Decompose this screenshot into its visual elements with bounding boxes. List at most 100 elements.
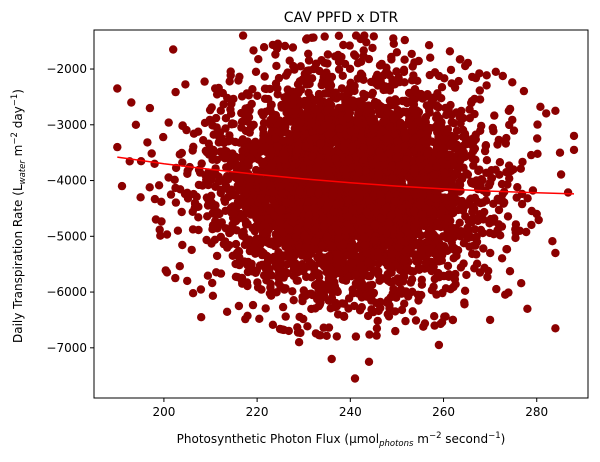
scatter-point	[226, 136, 235, 145]
scatter-point	[201, 171, 210, 180]
scatter-point	[304, 56, 314, 65]
scatter-point	[418, 210, 427, 219]
scatter-point	[365, 330, 374, 339]
scatter-point	[171, 273, 180, 283]
scatter-point	[233, 197, 243, 206]
scatter-point	[448, 199, 457, 208]
scatter-point	[322, 232, 332, 242]
scatter-point	[404, 97, 413, 106]
scatter-point	[267, 147, 276, 156]
scatter-point	[259, 118, 269, 128]
scatter-point	[447, 191, 456, 200]
scatter-point	[175, 150, 184, 159]
scatter-point	[505, 267, 515, 276]
scatter-point	[348, 259, 357, 268]
scatter-point	[319, 221, 329, 231]
scatter-point	[315, 296, 324, 306]
scatter-point	[352, 175, 361, 185]
scatter-point	[275, 262, 284, 272]
scatter-point	[542, 109, 551, 118]
scatter-point	[498, 71, 507, 81]
scatter-point	[268, 187, 277, 197]
scatter-point	[296, 62, 305, 71]
scatter-point	[433, 128, 442, 137]
scatter-point	[482, 168, 491, 177]
scatter-point	[455, 177, 464, 187]
scatter-point	[356, 149, 365, 158]
scatter-point	[213, 208, 222, 217]
scatter-point	[373, 248, 382, 257]
scatter-point	[295, 119, 304, 128]
scatter-point	[475, 165, 484, 174]
scatter-point	[207, 103, 216, 112]
scatter-point	[298, 296, 307, 306]
scatter-point	[241, 170, 251, 179]
scatter-point	[159, 132, 168, 142]
scatter-point	[456, 119, 465, 128]
scatter-point	[384, 219, 394, 228]
scatter-point	[234, 246, 243, 256]
scatter-point	[447, 238, 456, 247]
scatter-point	[307, 244, 316, 253]
scatter-point	[278, 302, 288, 312]
scatter-point	[385, 301, 394, 310]
scatter-point	[323, 50, 333, 59]
scatter-point	[234, 76, 243, 85]
scatter-point	[401, 133, 410, 142]
scatter-point	[293, 145, 302, 155]
scatter-point	[332, 332, 341, 341]
scatter-point	[323, 105, 333, 115]
scatter-point	[194, 213, 203, 222]
scatter-point	[486, 248, 495, 258]
scatter-point	[256, 194, 265, 203]
scatter-point	[249, 46, 258, 55]
scatter-point	[285, 136, 294, 145]
scatter-point	[208, 278, 217, 288]
scatter-point	[415, 264, 425, 273]
scatter-point	[316, 287, 325, 296]
scatter-point	[257, 108, 266, 117]
scatter-point	[497, 194, 506, 203]
scatter-point	[522, 227, 531, 237]
scatter-point	[288, 287, 297, 296]
scatter-point	[437, 157, 446, 166]
scatter-point	[229, 94, 238, 104]
scatter-point	[400, 142, 409, 151]
scatter-point	[362, 248, 371, 257]
scatter-point	[177, 207, 186, 217]
scatter-point	[414, 257, 423, 266]
scatter-point	[480, 207, 489, 217]
scatter-point	[482, 71, 491, 80]
scatter-point	[241, 104, 250, 113]
scatter-point	[320, 32, 329, 41]
scatter-point	[304, 251, 313, 260]
scatter-point	[245, 197, 255, 206]
scatter-point	[433, 271, 442, 280]
scatter-point	[297, 249, 307, 259]
scatter-point	[264, 94, 273, 104]
scatter-point	[212, 268, 221, 277]
scatter-point	[355, 204, 364, 214]
scatter-point	[292, 130, 301, 139]
scatter-point	[490, 111, 499, 120]
scatter-point	[350, 301, 359, 311]
scatter-point	[253, 283, 263, 292]
scatter-point	[359, 46, 368, 55]
scatter-point	[381, 82, 390, 91]
scatter-point	[473, 197, 482, 206]
scatter-point	[479, 244, 488, 253]
scatter-point	[458, 125, 468, 135]
scatter-point	[517, 279, 526, 288]
scatter-point	[392, 153, 402, 163]
scatter-point	[496, 231, 505, 240]
scatter-point	[388, 98, 397, 107]
scatter-point	[494, 205, 504, 215]
scatter-point	[346, 127, 356, 136]
scatter-point	[236, 153, 246, 162]
scatter-point	[443, 261, 453, 271]
scatter-point	[232, 160, 241, 169]
scatter-point	[330, 108, 339, 117]
scatter-point	[440, 312, 449, 321]
scatter-point	[156, 231, 165, 240]
